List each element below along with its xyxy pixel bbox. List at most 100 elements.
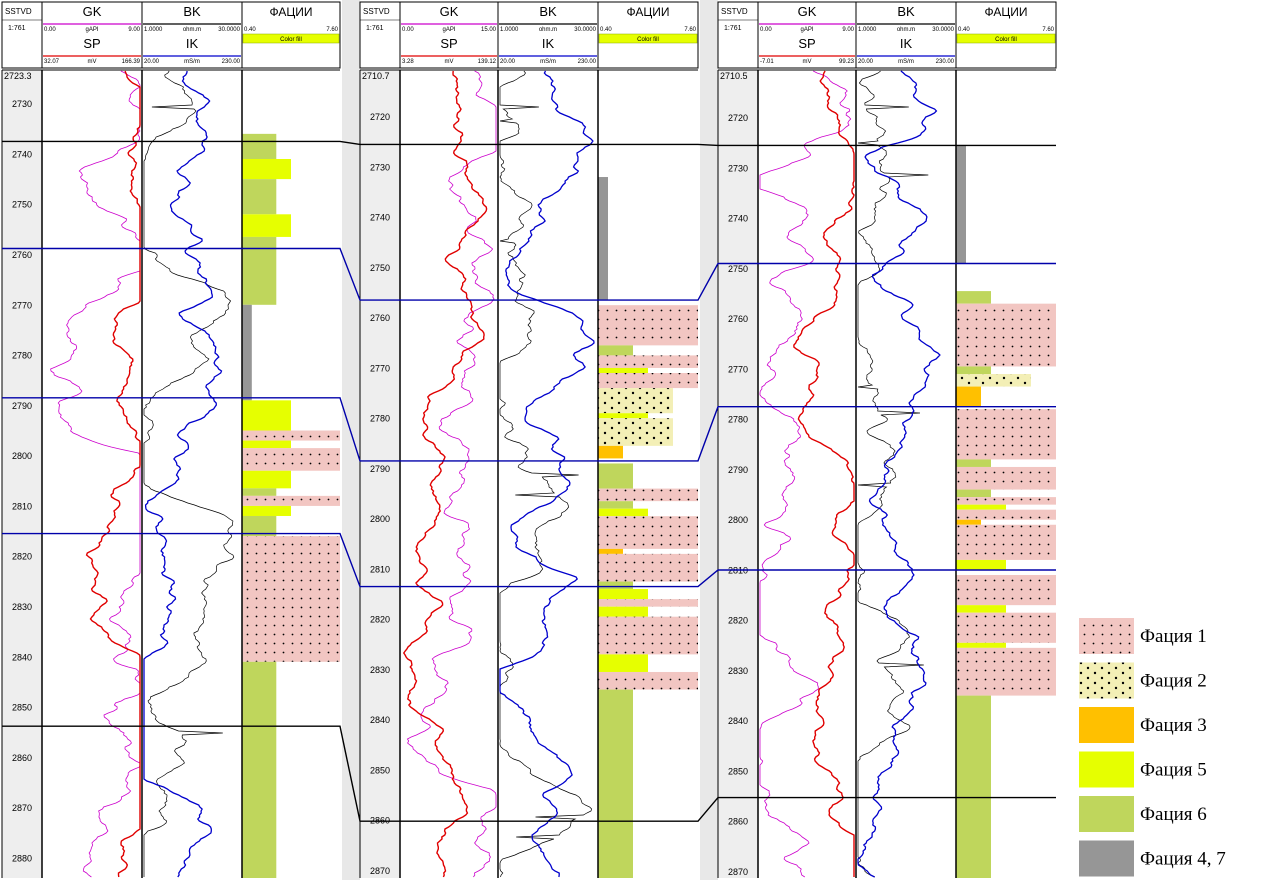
legend-swatch-f6: [1079, 796, 1134, 832]
legend-label-f1: Фация 1: [1140, 626, 1207, 647]
gk-scale-min: 0.00: [760, 27, 772, 33]
bk-unit: ohm.m: [183, 27, 201, 33]
depth-tick-label: 2740: [728, 214, 748, 224]
well-1: SSTVD 1:761 GK 0.00 gAPI 9.00 SP 32.07 mV 166.39 B…: [1, 1, 341, 878]
ik-unit: mS/m: [540, 59, 556, 65]
depth-tick-label: 2840: [12, 652, 32, 662]
facies-block-f47: [956, 145, 966, 264]
legend-label-f6: Фация 6: [1140, 804, 1207, 825]
facies-block-f1: [242, 495, 340, 506]
facies-block-f6: [242, 488, 277, 496]
top-depth-label: 2710.7: [362, 71, 390, 81]
sp-curve: [85, 70, 141, 878]
facies-block-f6: [956, 695, 991, 878]
facies-block-f6: [242, 133, 277, 159]
facies-block-f3: [956, 386, 981, 407]
gk-unit: gAPI: [800, 27, 813, 33]
facies-legend: Фация 1 Фация 2 Фация 3 Фация 5 Фация 6 Фация…: [1079, 618, 1226, 877]
facies-block-f1: [956, 497, 1056, 505]
facies-block-f6: [598, 345, 633, 356]
ik-curve: [857, 70, 941, 878]
facies-block-f1: [598, 616, 698, 655]
depth-tick-label: 2750: [728, 264, 748, 274]
facies-block-f6: [598, 501, 633, 509]
facies-track: [242, 133, 340, 878]
legend-swatch-f3: [1079, 707, 1134, 743]
depth-track: [360, 70, 400, 878]
ik-curve-name: IK: [186, 36, 199, 51]
facies-block-f6: [242, 179, 277, 215]
depth-tick-label: 2760: [370, 313, 390, 323]
depth-tick-label: 2760: [728, 314, 748, 324]
facies-block-f3: [598, 445, 623, 459]
bk-unit: ohm.m: [897, 27, 915, 33]
gk-scale-max: 15.00: [481, 27, 497, 33]
bk-scale-max: 30.0000: [574, 27, 596, 33]
depth-tick-label: 2870: [12, 803, 32, 813]
ik-scale-min: 20.00: [144, 59, 160, 65]
ik-scale-min: 20.00: [858, 59, 874, 65]
facies-block-f5: [242, 400, 291, 431]
facies-block-f1: [956, 524, 1056, 560]
top-depth-label: 2710.5: [720, 71, 748, 81]
bk-curve-name: BK: [183, 4, 201, 19]
depth-tick-label: 2770: [12, 300, 32, 310]
depth-tick-label: 2850: [370, 765, 390, 775]
depth-tick-label: 2750: [12, 200, 32, 210]
depth-tick-label: 2820: [12, 552, 32, 562]
bk-curve-name: BK: [539, 4, 557, 19]
depth-tick-label: 2730: [370, 162, 390, 172]
depth-tick-label: 2740: [12, 149, 32, 159]
facies-block-f3: [598, 548, 623, 554]
facies-scale-min: 0.40: [958, 27, 970, 33]
depth-tick-label: 2800: [728, 515, 748, 525]
gk-curve-name: GK: [83, 4, 102, 19]
ik-scale-max: 230.00: [222, 59, 241, 65]
depth-tick-label: 2780: [12, 351, 32, 361]
facies-block-f1: [956, 409, 1056, 460]
ik-unit: mS/m: [898, 59, 914, 65]
depth-tick-label: 2800: [370, 514, 390, 524]
facies-block-f5: [956, 642, 1006, 648]
gk-scale-min: 0.00: [402, 27, 414, 33]
sp-scale-min: -7.01: [760, 59, 774, 65]
well-2: SSTVD 1:761 GK 0.00 gAPI 15.00 SP 3.28 mV 139.12 B…: [359, 1, 699, 878]
depth-tick-label: 2830: [12, 602, 32, 612]
facies-block-f6: [242, 661, 277, 878]
depth-tick-label: 2810: [370, 564, 390, 574]
depth-tick-label: 2820: [728, 616, 748, 626]
facies-block-f5: [956, 559, 1006, 570]
sp-unit: mV: [88, 59, 97, 65]
sp-curve: [793, 70, 855, 877]
depth-tick-label: 2720: [728, 113, 748, 123]
depth-tick-label: 2730: [12, 99, 32, 109]
facies-block-f5: [242, 158, 291, 180]
facies-block-f2: [956, 374, 1031, 387]
well-3: SSTVD 1:761 GK 0.00 gAPI 9.00 SP -7.01 mV 99.23 BK…: [717, 1, 1057, 878]
color-fill-label: Color fill: [995, 37, 1017, 43]
facies-block-f6: [598, 463, 633, 489]
depth-header-label: SSTVD: [721, 7, 748, 16]
depth-tick-label: 2860: [728, 817, 748, 827]
facies-block-f1: [956, 647, 1056, 696]
gk-scale-max: 9.00: [128, 27, 140, 33]
depth-tick-label: 2720: [370, 112, 390, 122]
sp-curve: [402, 70, 488, 878]
correlation-markers: [2, 140, 1056, 822]
sp-curve-name: SP: [83, 36, 100, 51]
gk-curve: [50, 70, 141, 878]
gk-curve-name: GK: [798, 4, 817, 19]
depth-tick-label: 2740: [370, 213, 390, 223]
sp-scale-min: 3.28: [402, 59, 414, 65]
gk-scale-min: 0.00: [44, 27, 56, 33]
ik-scale-max: 230.00: [578, 59, 597, 65]
marker-line-1: [2, 140, 1056, 147]
well-body: 2710.5 2720 2730 2740 2750 2760 2770 2780 2790 28…: [717, 69, 1056, 878]
sp-scale-max: 139.12: [478, 59, 497, 65]
sp-scale-max: 99.23: [839, 59, 855, 65]
gk-curve: [406, 70, 497, 878]
facies-block-f1: [242, 536, 340, 662]
facies-block-f6: [956, 459, 991, 467]
facies-block-f2: [598, 418, 673, 446]
